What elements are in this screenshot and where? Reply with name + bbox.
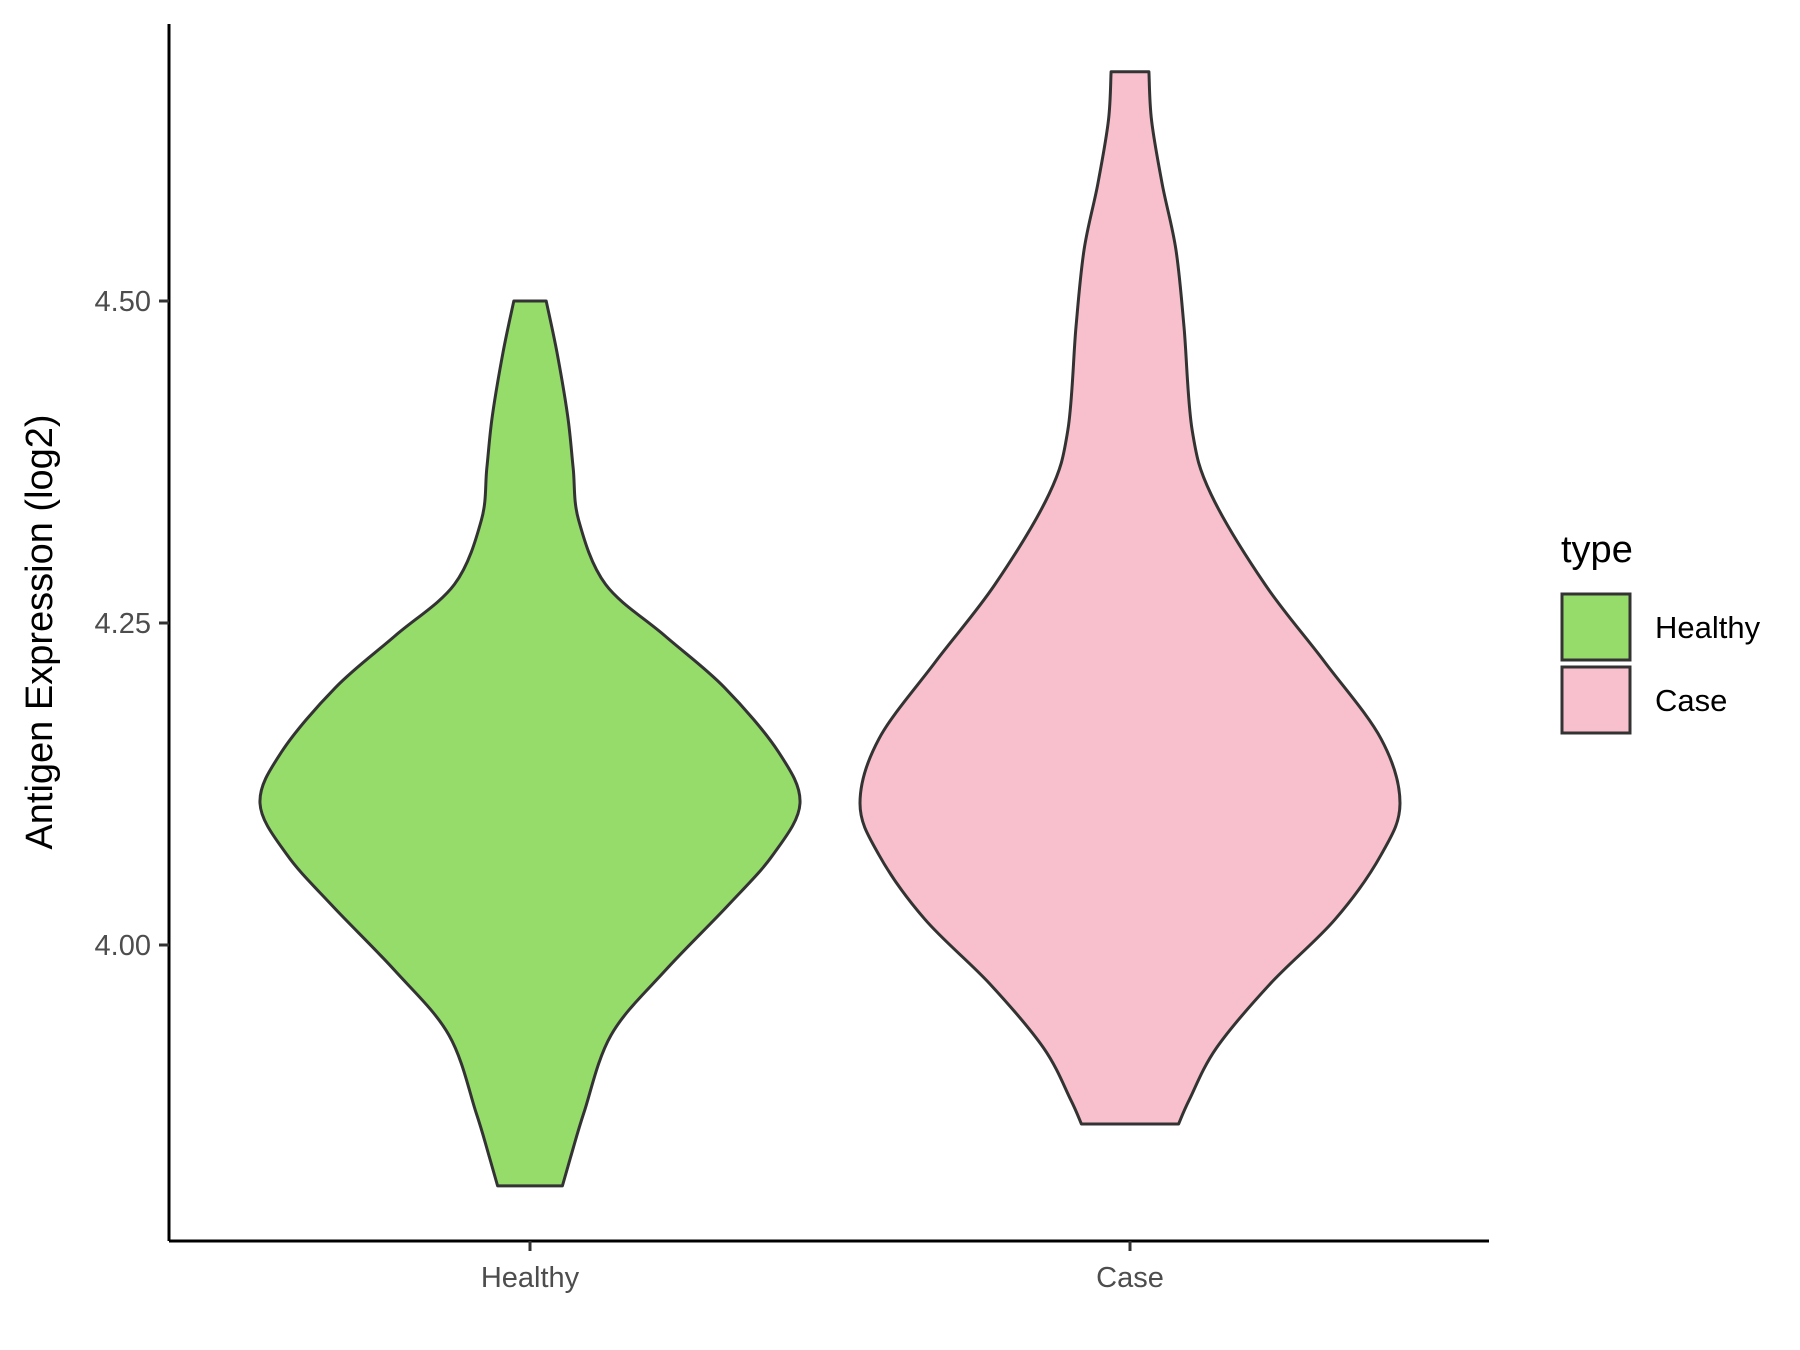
violin-case <box>858 70 1402 1126</box>
y-tick-label: 4.00 <box>95 930 151 962</box>
x-tick-label: Case <box>1096 1262 1164 1294</box>
y-tick-label: 4.25 <box>95 608 151 640</box>
legend-swatch-case <box>1560 665 1632 735</box>
legend-title: type <box>1561 529 1633 571</box>
y-axis-title: Antigen Expression (log2) <box>19 414 61 849</box>
legend-swatch-healthy <box>1560 592 1632 662</box>
x-ticks: Healthy Case <box>481 1241 1164 1294</box>
violin-healthy <box>258 299 802 1188</box>
legend: type Healthy Case <box>1560 529 1761 735</box>
legend-label-healthy: Healthy <box>1655 610 1761 645</box>
y-tick-label: 4.50 <box>95 286 151 318</box>
legend-label-case: Case <box>1655 683 1727 718</box>
y-ticks: 4.00 4.25 4.50 <box>95 286 169 962</box>
violins-layer <box>258 70 1402 1188</box>
x-tick-label: Healthy <box>481 1262 580 1294</box>
legend-entries: Healthy Case <box>1560 592 1761 735</box>
